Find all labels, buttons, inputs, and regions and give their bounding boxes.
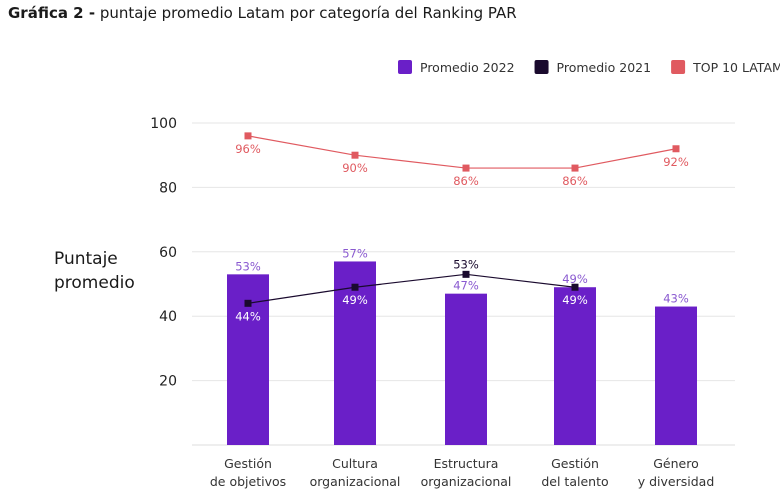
y-tick-label: 20 xyxy=(159,374,177,390)
promedio-2021-marker xyxy=(244,299,252,307)
y-tick-label: 40 xyxy=(159,309,177,325)
promedio-2021-data-label: 53% xyxy=(453,257,479,271)
top10-latam-data-label: 86% xyxy=(453,174,479,188)
bar-data-label: 43% xyxy=(663,292,689,306)
top10-latam-data-label: 86% xyxy=(562,174,588,188)
bar-promedio-2022 xyxy=(334,261,376,445)
y-tick-label: 100 xyxy=(150,116,177,132)
promedio-2021-data-label: 49% xyxy=(342,293,368,307)
top10-latam-line xyxy=(247,135,677,169)
top10-latam-marker xyxy=(571,164,579,172)
legend-label: Promedio 2022 xyxy=(420,60,515,75)
title-bold: Gráfica 2 - xyxy=(8,4,96,22)
bar-data-label: 47% xyxy=(453,279,479,293)
bar-promedio-2022 xyxy=(445,293,487,445)
legend-swatch xyxy=(534,60,549,74)
bar-promedio-2022 xyxy=(554,287,596,445)
x-tick-label: organizacional xyxy=(310,474,401,489)
x-tick-label: Gestión xyxy=(224,456,272,471)
top10-latam-marker xyxy=(462,164,470,172)
promedio-2021-marker xyxy=(571,283,579,291)
x-tick-label: Estructura xyxy=(434,456,499,471)
x-tick-label: del talento xyxy=(541,474,608,489)
chart-title: Gráfica 2 - puntaje promedio Latam por c… xyxy=(8,4,517,22)
y-axis-label: promedio xyxy=(54,273,135,293)
legend-label: TOP 10 LATAM xyxy=(692,60,780,75)
x-tick-label: y diversidad xyxy=(638,474,715,489)
bar-data-label: 57% xyxy=(342,246,368,260)
promedio-2021-marker xyxy=(462,270,470,278)
bar-promedio-2022 xyxy=(655,306,697,445)
legend-label: Promedio 2021 xyxy=(557,60,652,75)
top10-latam-marker xyxy=(351,151,359,159)
legend-swatch xyxy=(398,60,412,74)
top10-latam-data-label: 92% xyxy=(663,155,689,169)
title-text: puntaje promedio Latam por categoría del… xyxy=(95,4,517,22)
promedio-2021-line xyxy=(247,273,576,304)
x-tick-label: de objetivos xyxy=(210,474,286,489)
x-tick-label: Cultura xyxy=(332,456,378,471)
top10-latam-marker xyxy=(244,132,252,140)
y-tick-label: 80 xyxy=(159,180,177,196)
legend-swatch xyxy=(671,60,686,74)
x-tick-label: organizacional xyxy=(421,474,512,489)
x-tick-label: Gestión xyxy=(551,456,599,471)
bar-data-label: 53% xyxy=(235,259,261,273)
top10-latam-marker xyxy=(672,145,680,153)
promedio-2021-data-label: 44% xyxy=(235,309,261,323)
promedio-2021-data-label: 49% xyxy=(562,293,588,307)
top10-latam-data-label: 96% xyxy=(235,142,261,156)
y-tick-label: 60 xyxy=(159,245,177,261)
y-axis-label: Puntaje xyxy=(54,249,118,269)
top10-latam-data-label: 90% xyxy=(342,161,368,175)
bar-data-label: 49% xyxy=(562,272,588,286)
promedio-2021-marker xyxy=(351,283,359,291)
x-tick-label: Género xyxy=(653,456,699,471)
